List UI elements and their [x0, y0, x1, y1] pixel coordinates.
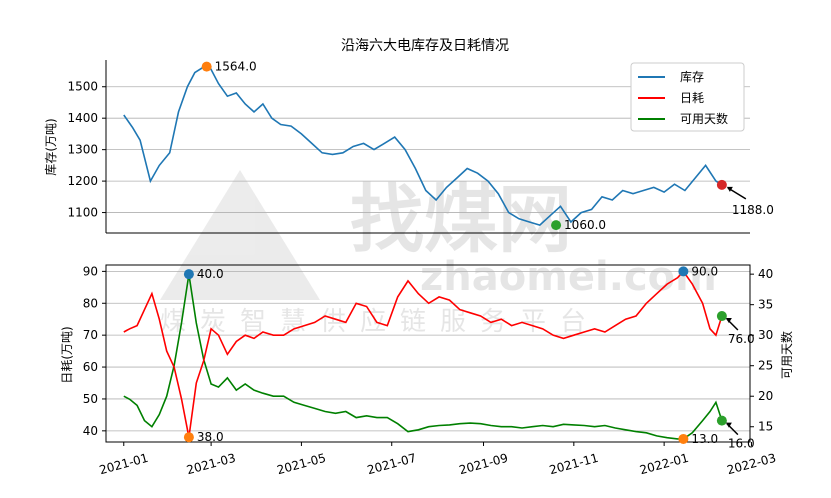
legend-label-inventory: 库存	[680, 69, 704, 84]
bottom-left-y-tick-label: 50	[83, 392, 98, 406]
bottom-x-tick-label: 2021-09	[457, 451, 509, 478]
top-annotation-label: 1060.0	[564, 218, 606, 232]
bottom-right-y-tick-label: 40	[758, 267, 773, 281]
watermark-logo-icon	[160, 170, 320, 300]
bottom-annotation-label: 38.0	[197, 430, 224, 444]
bottom-x-tick-label: 2022-03	[725, 451, 777, 478]
bottom-annotation-label: 13.0	[691, 432, 718, 446]
bottom-right-y-tick-label: 20	[758, 389, 773, 403]
watermark: 找煤网 zhaomei.com 煤炭智慧供应链服务平台	[160, 170, 717, 337]
chart-title: 沿海六大电库存及日耗情况	[341, 38, 509, 54]
top-annotation-arrowhead	[726, 186, 733, 192]
bottom-annotation-marker	[183, 432, 194, 443]
bottom-left-y-tick-label: 40	[83, 424, 98, 438]
bottom-right-y-tick-label: 25	[758, 359, 773, 373]
series-line-available-days	[123, 274, 723, 440]
top-annotation-label: 1188.0	[732, 203, 774, 217]
legend-box	[630, 62, 745, 132]
bottom-annotation-marker	[716, 415, 727, 426]
top-y-tick-label: 1300	[67, 143, 98, 157]
top-annotation-marker	[201, 61, 212, 72]
bottom-left-y-axis-label: 日耗(万吨)	[60, 326, 74, 383]
bottom-x-tick-label: 2021-11	[548, 451, 600, 478]
bottom-right-y-tick-label: 15	[758, 420, 773, 434]
watermark-main-text: 找煤网	[350, 177, 572, 263]
bottom-right-y-tick-label: 35	[758, 298, 773, 312]
bottom-annotation-marker	[678, 433, 689, 444]
series-line-daily-consumption	[123, 270, 723, 438]
series-line-inventory	[123, 65, 723, 226]
bottom-annotation-label: 90.0	[691, 264, 718, 278]
top-y-tick-label: 1500	[67, 80, 98, 94]
bottom-x-tick-label: 2022-01	[638, 451, 690, 478]
top-annotation-marker	[551, 220, 562, 231]
bottom-left-y-tick-label: 90	[83, 264, 98, 278]
top-y-tick-label: 1400	[67, 111, 98, 125]
legend: 库存 日耗 可用天数	[630, 62, 745, 132]
watermark-url-text: zhaomei.com	[420, 254, 717, 300]
bottom-x-tick-label: 2021-05	[275, 451, 327, 478]
bottom-left-y-tick-label: 80	[83, 296, 98, 310]
bottom-x-tick-label: 2021-03	[185, 451, 237, 478]
bottom-left-y-tick-label: 60	[83, 360, 98, 374]
bottom-annotation-label: 16.0	[728, 437, 755, 451]
bottom-annotation-marker	[183, 269, 194, 280]
bottom-left-y-tick-label: 70	[83, 328, 98, 342]
bottom-annotation-label: 40.0	[197, 267, 224, 281]
top-annotation-label: 1564.0	[215, 60, 257, 74]
bottom-annotation-marker	[678, 266, 689, 277]
bottom-x-tick-label: 2021-07	[366, 451, 418, 478]
bottom-annotation-label: 76.0	[728, 332, 755, 346]
bottom-plot-frame	[105, 264, 751, 443]
top-y-tick-label: 1200	[67, 174, 98, 188]
top-y-axis-label: 库存(万吨)	[43, 118, 58, 175]
top-y-tick-label: 1100	[67, 206, 98, 220]
watermark-slogan-text: 煤炭智慧供应链服务平台	[160, 307, 600, 337]
bottom-annotation-arrowhead	[725, 422, 732, 428]
top-annotation-marker	[716, 179, 727, 190]
bottom-annotation-arrowhead	[725, 318, 732, 324]
bottom-annotation-marker	[716, 311, 727, 322]
bottom-right-y-tick-label: 30	[758, 328, 773, 342]
bottom-x-tick-label: 2021-01	[98, 451, 150, 478]
bottom-right-y-axis-label: 可用天数	[779, 331, 794, 379]
legend-label-available-days: 可用天数	[680, 111, 728, 126]
legend-label-daily-consumption: 日耗	[680, 91, 704, 105]
